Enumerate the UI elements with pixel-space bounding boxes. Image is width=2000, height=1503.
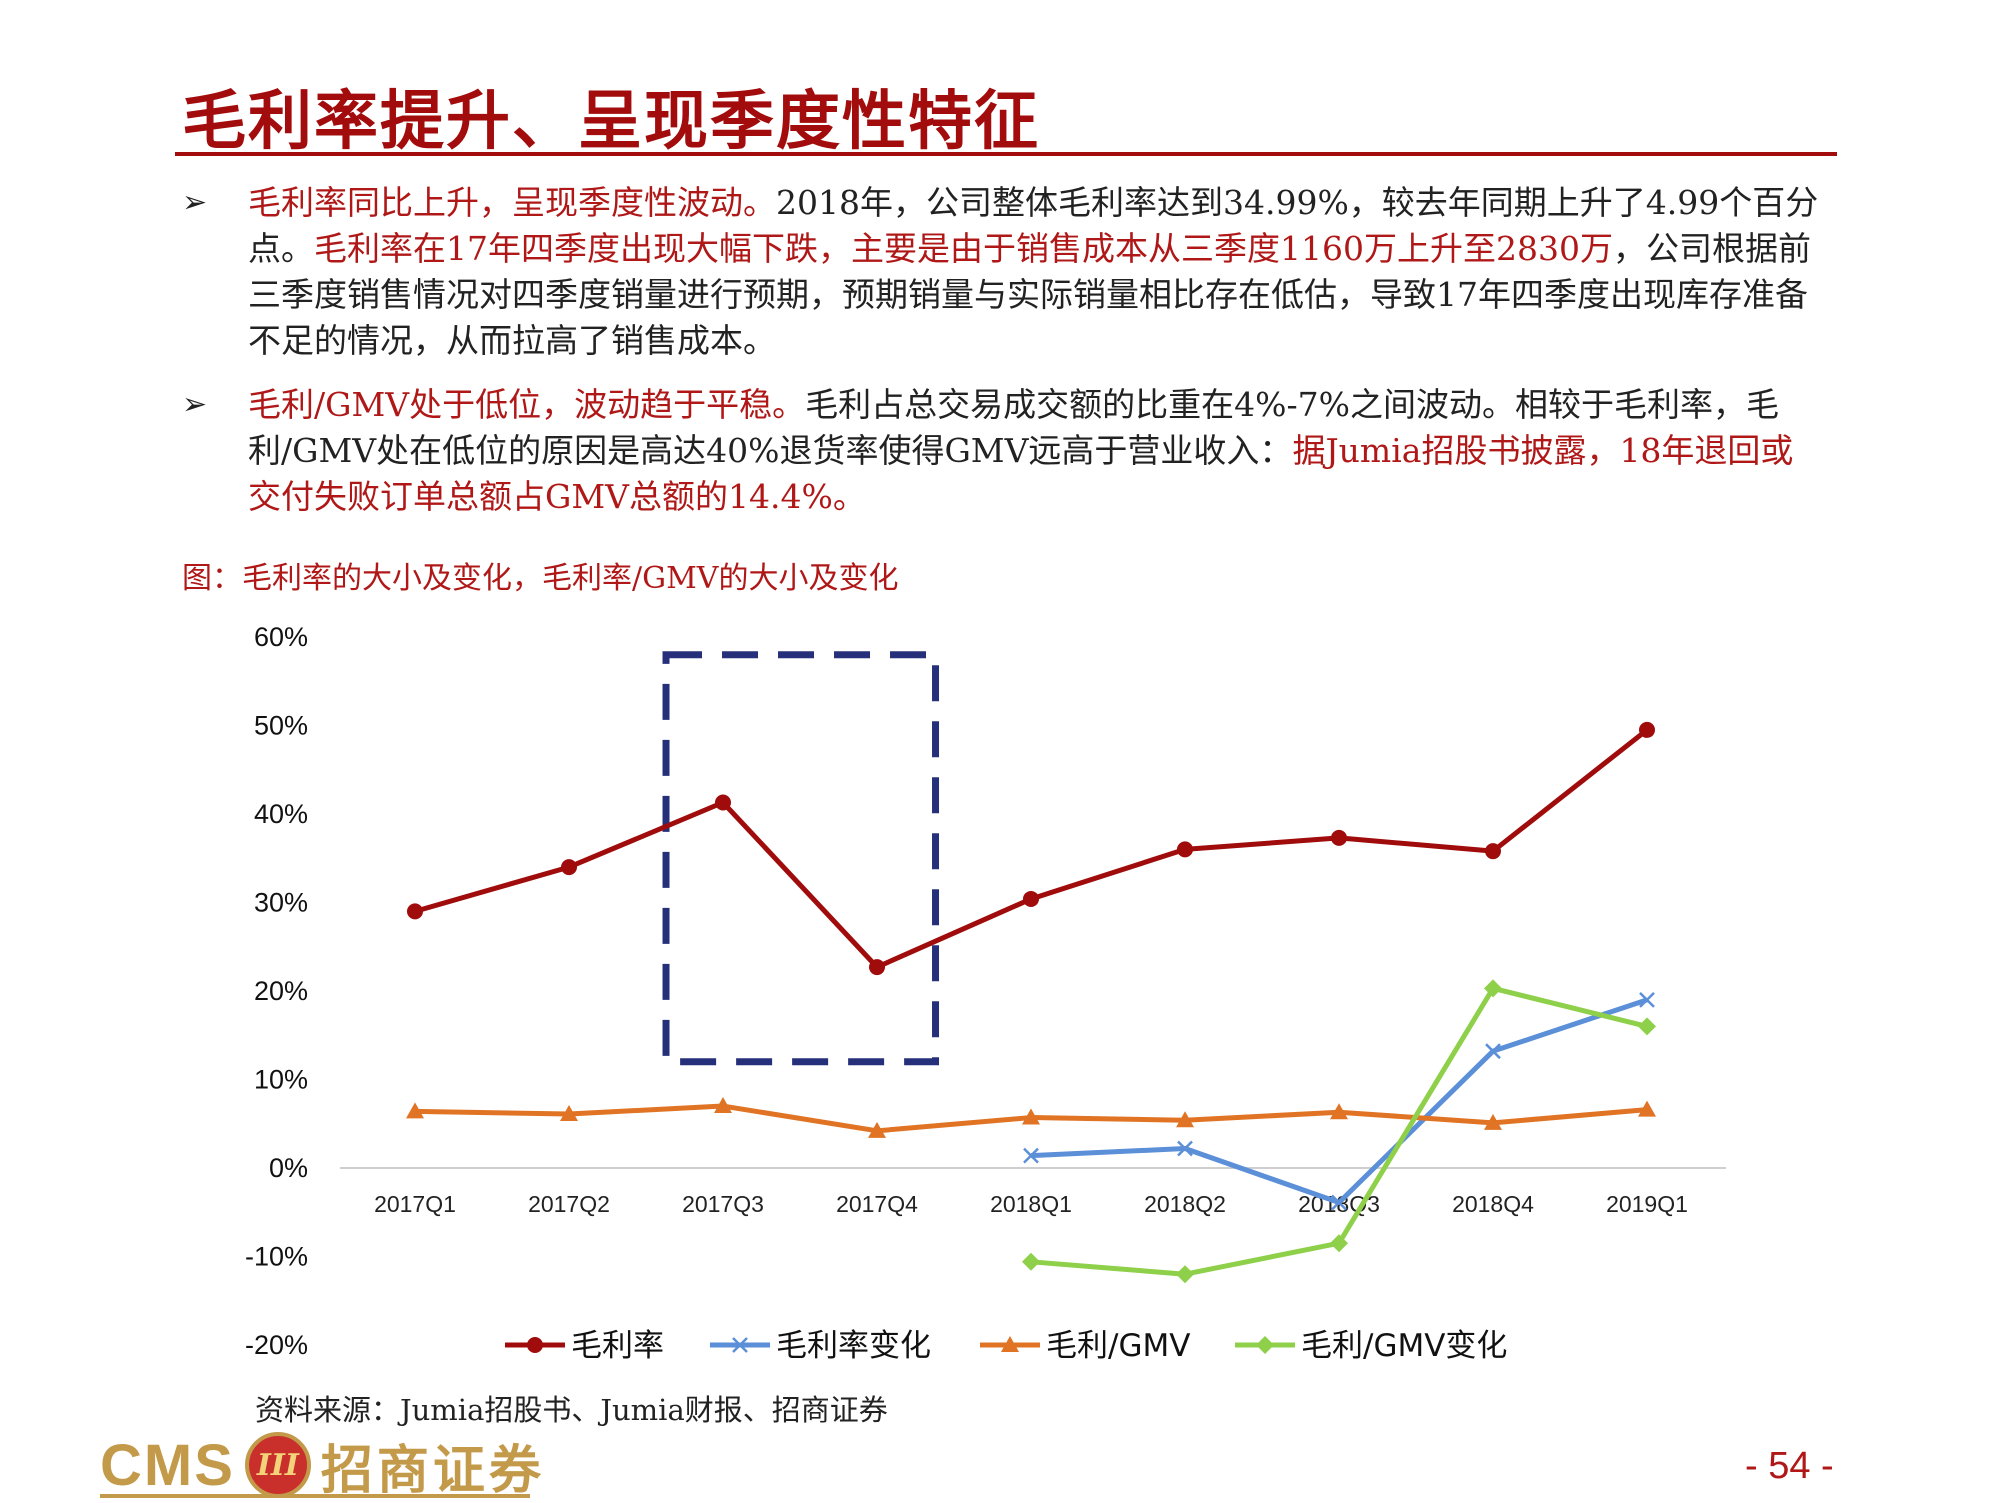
data-point [407,903,423,920]
x-tick-label: 2018Q1 [990,1191,1072,1217]
y-tick-label: 20% [254,976,308,1006]
chart-legend: 毛利率 毛利率变化 毛利/GMV 毛利/GMV变化 [505,1328,1507,1364]
data-point [406,1102,424,1119]
page-number: - 54 - [1745,1445,1834,1487]
data-point [1023,1147,1039,1164]
data-point [1638,1100,1656,1117]
bullet-2-text: 毛利/GMV处于低位，波动趋于平稳。毛利占总交易成交额的比重在4%-7%之间波动… [248,382,1822,520]
data-point [869,959,885,976]
y-tick-label: 50% [254,711,308,741]
logo-badge-icon: III [244,1432,311,1498]
x-axis-ticks: 2017Q1 2017Q2 2017Q3 2017Q4 2018Q1 2018Q2 2018… [374,1191,1688,1217]
series-3 [406,1097,1656,1138]
data-point [868,1121,886,1138]
data-point [1639,721,1655,738]
data-point [1176,1265,1194,1284]
legend-marker [1001,1336,1019,1352]
bullet-1-text: 毛利率同比上升，呈现季度性波动。2018年，公司整体毛利率达到34.99%，较去… [248,180,1822,364]
series-4 [1022,979,1656,1284]
x-tick-label: 2017Q3 [682,1191,764,1217]
bullet-1-highlight-2: 毛利率在17年四季度出现大幅下跌，主要是由于销售成本从三季度1160万上升至28… [314,229,1613,268]
y-tick-label: 60% [254,622,308,652]
legend-item: 毛利/GMV变化 [1235,1328,1507,1364]
bullet-2-highlight-2: 据Jumia招股书披露，18年退回或交付失败订单总额占GMV总额的14.4%。 [248,431,1794,516]
logo-company-name: 招商证券 [320,1440,545,1501]
data-point [561,859,577,876]
data-point [1485,1043,1501,1060]
data-point [1484,1113,1502,1130]
bullet-2: ➢ 毛利/GMV处于低位，波动趋于平稳。毛利占总交易成交额的比重在4%-7%之间… [182,382,1822,520]
highlight-box [662,651,940,1066]
bullet-1-body: 2018年，公司整体毛利率达到34.99%，较去年同期上升了4.99个百分点。 [248,183,1819,268]
data-point [1331,829,1347,846]
logo-underline [100,1494,530,1498]
data-point [1330,1103,1348,1120]
data-point [1177,841,1193,858]
series-2 [1023,991,1655,1211]
y-axis-ticks: 60% 50% 40% 30% 20% 10% 0% -10% -20% [245,622,308,1360]
y-tick-label: 30% [254,888,308,918]
x-tick-label: 2019Q1 [1606,1191,1688,1217]
data-point [1485,843,1501,860]
bullet-1-body-2: ，公司根据前三季度销售情况对四季度销量进行预期，预期销量与实际销量相比存在低估，… [248,229,1811,360]
series-layer [406,721,1656,1284]
legend-marker [732,1337,748,1353]
legend-label: 毛利率变化 [776,1328,931,1364]
line-chart: 60%50%40%30%20%10%0%-10%-20% 2017Q1 2017Q… [245,622,1726,1364]
page-title: 毛利率提升、呈现季度性特征 [182,85,1040,159]
y-tick-label: 0% [269,1153,308,1183]
data-point [1330,1234,1348,1253]
series-line [1030,997,1648,1206]
logo-cms-text: CMS [100,1432,235,1498]
cms-logo: CMS III 招商证券 [100,1430,545,1501]
data-point [1023,890,1039,907]
y-tick-label: -10% [245,1242,308,1272]
data-point [715,794,731,811]
data-point [714,1097,732,1114]
bullet-2-highlight: 毛利/GMV处于低位，波动趋于平稳。 [248,385,806,424]
data-point [1484,979,1502,998]
legend-label: 毛利/GMV变化 [1301,1328,1507,1364]
x-tick-label: 2017Q4 [836,1191,918,1217]
legend-marker [1256,1336,1274,1354]
data-point [1638,1017,1656,1036]
bullet-1-highlight: 毛利率同比上升，呈现季度性波动。 [248,183,776,222]
legend-item: 毛利/GMV [980,1328,1190,1364]
legend-item: 毛利率变化 [710,1328,931,1364]
x-tick-label: 2018Q2 [1144,1191,1226,1217]
figure-caption: 图：毛利率的大小及变化，毛利率/GMV的大小及变化 [182,561,899,596]
legend-label: 毛利率 [571,1328,664,1364]
x-tick-label: 2018Q4 [1452,1191,1534,1217]
y-tick-label: -20% [245,1330,308,1360]
series-line [414,727,1649,970]
data-point [1177,1140,1193,1157]
arrow-bullet-icon: ➢ [182,387,208,422]
legend-marker [527,1337,543,1353]
arrow-bullet-icon: ➢ [182,185,208,220]
data-point [560,1105,578,1122]
data-point [1176,1111,1194,1128]
series-1 [407,721,1655,976]
legend-label: 毛利/GMV [1046,1328,1190,1364]
bullet-2-body: 毛利占总交易成交额的比重在4%-7%之间波动。相较于毛利率，毛利/GMV处在低位… [248,385,1779,470]
data-point [1022,1252,1040,1271]
title-divider [175,152,1837,156]
legend-item: 毛利率 [505,1328,664,1364]
data-point [1639,991,1655,1008]
x-tick-label: 2017Q2 [528,1191,610,1217]
x-tick-label: 2017Q1 [374,1191,456,1217]
bullet-1: ➢ 毛利率同比上升，呈现季度性波动。2018年，公司整体毛利率达到34.99%，… [182,180,1822,364]
data-point [1331,1194,1347,1211]
source-note: 资料来源：Jumia招股书、Jumia财报、招商证券 [255,1393,888,1427]
y-tick-label: 10% [254,1065,308,1095]
y-tick-label: 40% [254,799,308,829]
data-point [1022,1108,1040,1125]
